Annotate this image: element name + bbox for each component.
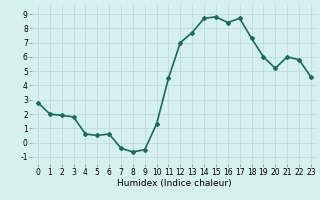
X-axis label: Humidex (Indice chaleur): Humidex (Indice chaleur) (117, 179, 232, 188)
